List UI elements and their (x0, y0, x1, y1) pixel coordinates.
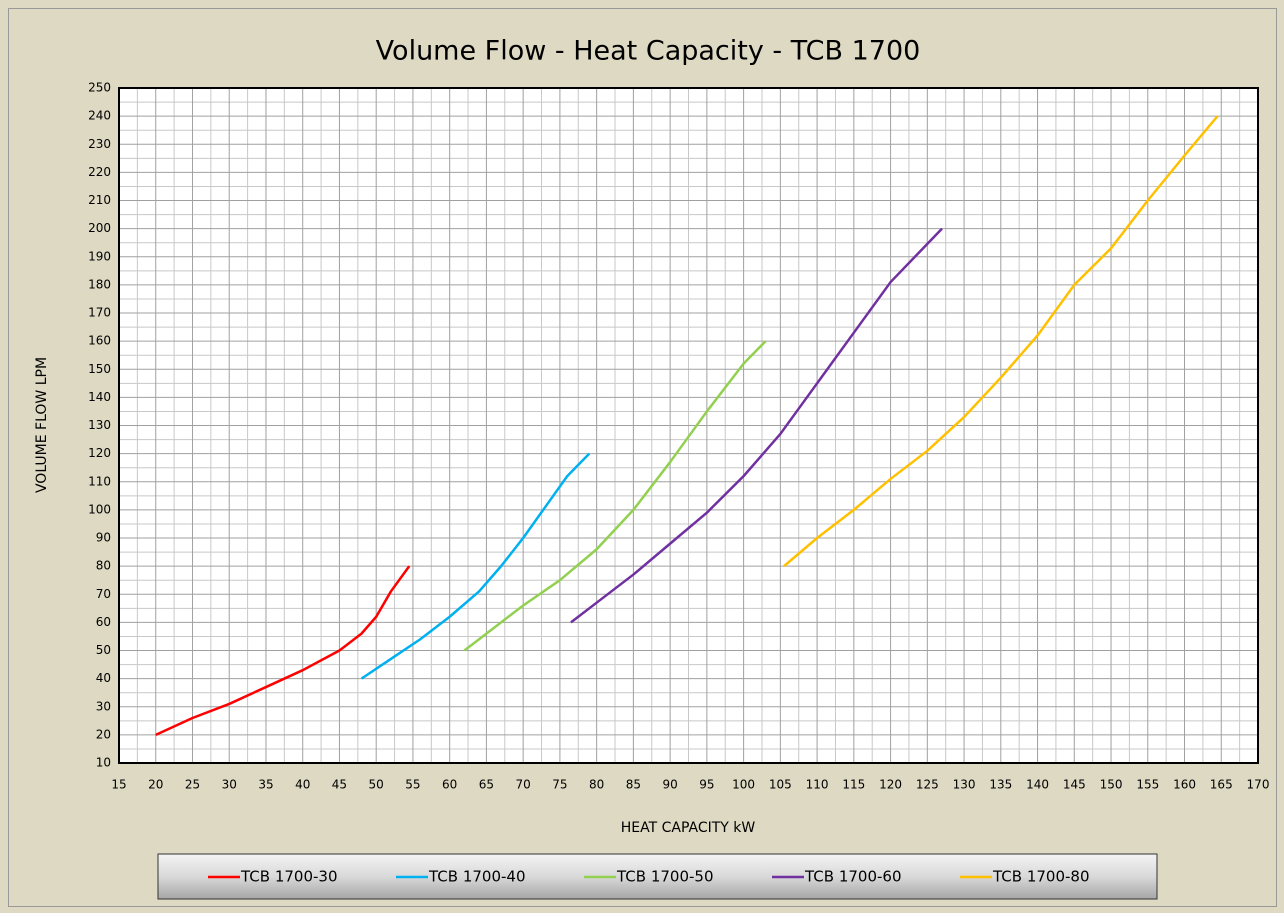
series-line (570, 227, 943, 624)
y-tick-label: 190 (88, 249, 111, 263)
x-tick-label: 100 (732, 778, 755, 792)
x-tick-label: 35 (258, 778, 273, 792)
y-tick-label: 140 (88, 390, 111, 404)
y-tick-label: 20 (96, 727, 111, 741)
x-tick-label: 115 (842, 778, 865, 792)
series-line (155, 565, 411, 737)
y-tick-label: 70 (96, 587, 111, 601)
y-tick-label: 220 (88, 165, 111, 179)
x-tick-label: 30 (222, 778, 237, 792)
x-tick-label: 105 (769, 778, 792, 792)
x-tick-label: 15 (111, 778, 126, 792)
x-tick-label: 80 (589, 778, 604, 792)
y-tick-label: 180 (88, 277, 111, 291)
series-line (360, 452, 591, 680)
x-tick-label: 75 (552, 778, 567, 792)
x-tick-label: 65 (479, 778, 494, 792)
y-tick-label: 240 (88, 109, 111, 123)
chart-title: Volume Flow - Heat Capacity - TCB 1700 (376, 36, 921, 67)
y-tick-label: 210 (88, 193, 111, 207)
y-axis-label: VOLUME FLOW LPM (34, 357, 50, 493)
x-tick-label: 95 (699, 778, 714, 792)
x-tick-label: 60 (442, 778, 457, 792)
chart-border (8, 8, 1277, 907)
x-tick-label: 45 (332, 778, 347, 792)
y-tick-label: 200 (88, 221, 111, 235)
x-tick-label: 135 (989, 778, 1012, 792)
legend-label: TCB 1700-60 (804, 868, 902, 886)
x-tick-label: 70 (516, 778, 531, 792)
plot-border (118, 87, 1259, 764)
y-tick-label: 40 (96, 671, 111, 685)
x-tick-label: 165 (1210, 778, 1233, 792)
x-tick-label: 160 (1173, 778, 1196, 792)
y-tick-label: 130 (88, 418, 111, 432)
x-tick-label: 125 (916, 778, 939, 792)
x-tick-label: 140 (1026, 778, 1049, 792)
x-axis-label: HEAT CAPACITY kW (621, 820, 756, 836)
x-tick-label: 55 (405, 778, 420, 792)
legend-label: TCB 1700-40 (428, 868, 526, 886)
x-tick-label: 20 (148, 778, 163, 792)
series-line (463, 340, 767, 652)
x-tick-label: 110 (806, 778, 829, 792)
x-tick-label: 155 (1136, 778, 1159, 792)
y-tick-label: 110 (88, 474, 111, 488)
y-tick-label: 230 (88, 137, 111, 151)
y-tick-label: 30 (96, 699, 111, 713)
legend-label: TCB 1700-50 (616, 868, 714, 886)
y-tick-label: 170 (88, 306, 111, 320)
series-line (783, 115, 1219, 568)
y-tick-label: 80 (96, 559, 111, 573)
legend-label: TCB 1700-80 (992, 868, 1090, 886)
x-tick-label: 90 (662, 778, 677, 792)
x-tick-label: 150 (1100, 778, 1123, 792)
x-tick-label: 50 (369, 778, 384, 792)
legend-label: TCB 1700-30 (240, 868, 338, 886)
y-tick-label: 150 (88, 362, 111, 376)
y-tick-label: 120 (88, 446, 111, 460)
y-tick-label: 50 (96, 643, 111, 657)
y-tick-label: 60 (96, 615, 111, 629)
x-tick-label: 170 (1247, 778, 1270, 792)
y-tick-label: 10 (96, 756, 111, 770)
x-tick-label: 120 (879, 778, 902, 792)
x-tick-label: 145 (1063, 778, 1086, 792)
y-tick-label: 90 (96, 531, 111, 545)
x-tick-label: 40 (295, 778, 310, 792)
y-tick-label: 250 (88, 81, 111, 95)
x-tick-label: 130 (953, 778, 976, 792)
y-tick-label: 160 (88, 334, 111, 348)
x-tick-label: 85 (626, 778, 641, 792)
x-tick-label: 25 (185, 778, 200, 792)
y-tick-label: 100 (88, 502, 111, 516)
